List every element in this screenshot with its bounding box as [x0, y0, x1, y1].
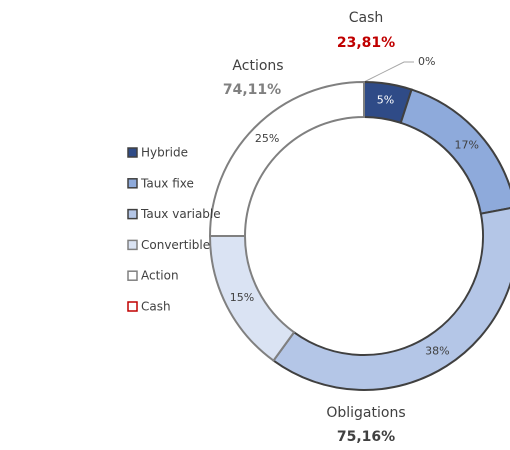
legend-swatch [127, 270, 138, 281]
data-label: 17% [455, 138, 479, 151]
legend-label: Taux fixe [140, 176, 194, 190]
leader-line [363, 61, 414, 83]
donut-segment [208, 80, 365, 237]
legend-swatch [127, 147, 138, 158]
legend-label: Cash [141, 300, 171, 314]
annotation-value: 74,11% [223, 82, 281, 98]
data-label: 5% [377, 94, 394, 107]
data-label: 0% [418, 55, 435, 68]
data-label: 25% [255, 132, 279, 145]
legend-swatch [127, 178, 138, 189]
legend-label: Taux variable [140, 207, 221, 221]
annotation-title: Cash [349, 10, 384, 26]
legend-swatch [127, 239, 138, 251]
annotation-title: Obligations [326, 405, 405, 421]
legend-swatch [127, 208, 138, 220]
annotation-value: 23,81% [337, 35, 395, 51]
donut-segment [272, 207, 510, 391]
data-label: 38% [425, 345, 449, 358]
annotation-value: 75,16% [337, 429, 395, 445]
legend-label: Action [141, 269, 179, 283]
data-label: 15% [230, 291, 254, 304]
annotation-title: Actions [232, 58, 283, 74]
legend-label: Convertible [141, 238, 210, 252]
donut-segment [399, 88, 510, 215]
legend-label: Hybride [141, 146, 188, 160]
legend-swatch [127, 301, 138, 312]
